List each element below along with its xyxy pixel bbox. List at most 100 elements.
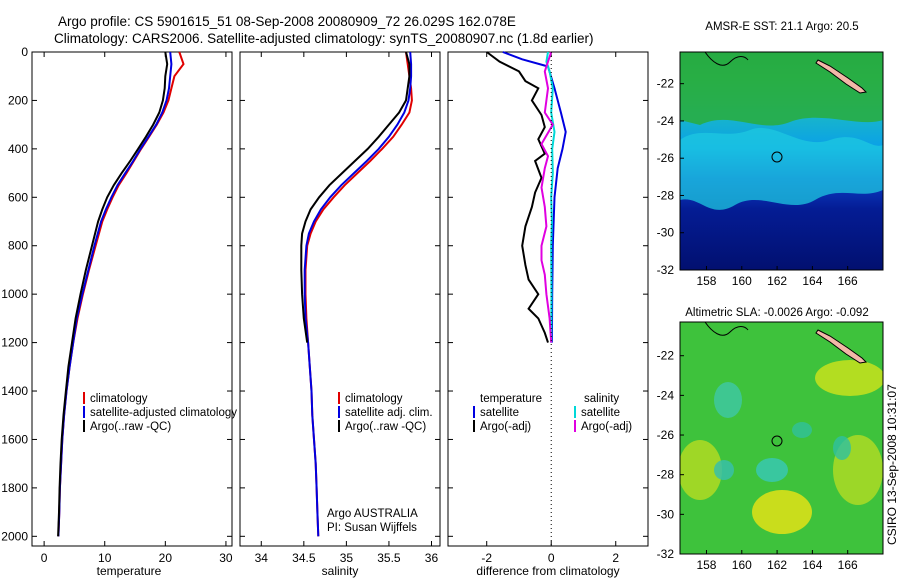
- temperature-plot: 0 10 20 30 0 200 400 600 800 1000 1200 1400 1600 1800…: [1, 45, 233, 565]
- x-tick-label: 2: [612, 551, 619, 565]
- x-tick-label: 10: [98, 551, 112, 565]
- temperature-panel: [31, 51, 233, 547]
- legend-label-climatology: climatology: [345, 393, 403, 405]
- sla-yellow-patch: [680, 440, 722, 500]
- x-tick-label: 36: [425, 551, 439, 565]
- sst-map: [680, 52, 883, 270]
- y-tick-label: 200: [8, 93, 28, 107]
- map-y-tick-label: -24: [657, 114, 675, 128]
- map-x-tick-label: 164: [802, 558, 822, 572]
- legend-label-sal-argo: Argo(-adj): [581, 421, 632, 433]
- sla-cyan-patch: [756, 458, 788, 482]
- x-tick-label: 0: [41, 551, 48, 565]
- map-y-tick-label: -30: [657, 507, 675, 521]
- y-tick-label: 800: [8, 239, 28, 253]
- legend-header-temperature: temperature: [480, 393, 542, 405]
- sla-map-title: Altimetric SLA: -0.0026 Argo: -0.092: [685, 307, 868, 319]
- map-y-tick-label: -28: [657, 468, 675, 482]
- x-tick-label: 34.5: [292, 551, 316, 565]
- sla-cyan-patch: [792, 422, 812, 438]
- sst-cyan-band: [680, 127, 883, 210]
- map-x-tick-label: 158: [696, 274, 716, 288]
- map-x-tick-label: 160: [732, 558, 752, 572]
- sst-map-axes: 158 160 162 164 166 -22 -24 -26 -28 -30 -32: [657, 77, 858, 288]
- series-line-satellite: [545, 51, 556, 343]
- new-caledonia-island: [815, 59, 868, 94]
- map-y-tick-label: -22: [657, 349, 675, 363]
- sla-argo-marker: [771, 435, 783, 447]
- y-tick-label: 1000: [1, 287, 28, 301]
- map-y-tick-label: -32: [657, 547, 675, 561]
- figure-title-line-1: Argo profile: CS 5901615_51 08-Sep-2008 …: [58, 14, 516, 29]
- x-tick-label: 0: [548, 551, 555, 565]
- legend-label-temp-satellite: satellite: [480, 407, 519, 419]
- series-line-argo-adj: [540, 51, 554, 343]
- sst-coast-line: [704, 52, 749, 66]
- series-line-argo-raw-qc: [57, 51, 169, 537]
- legend-label-satellite-adj: satellite adj. clim.: [345, 407, 433, 419]
- map-x-tick-label: 158: [696, 558, 716, 572]
- legend-header-salinity: salinity: [584, 393, 619, 405]
- y-tick-label: 600: [8, 190, 28, 204]
- legend-label-climatology: climatology: [90, 393, 148, 405]
- difference-axis-label: difference from climatology: [476, 564, 619, 578]
- credit-pi: PI: Susan Wijffels: [327, 522, 417, 534]
- sst-map-frame: [679, 51, 884, 271]
- salinity-plot: 34 34.5 35 35.5 36: [240, 51, 440, 565]
- figure-title-line-2: Climatology: CARS2006. Satellite-adjuste…: [54, 31, 594, 46]
- x-tick-label: 34: [255, 551, 269, 565]
- sla-yellow-patch: [815, 360, 883, 396]
- salinity-legend: climatology satellite adj. clim. Argo(..…: [338, 392, 433, 433]
- csiro-timestamp: CSIRO 13-Sep-2008 10:31:07: [885, 384, 899, 545]
- y-tick-label: 1400: [1, 384, 28, 398]
- legend-label-sal-satellite: satellite: [581, 407, 620, 419]
- y-tick-label: 0: [21, 45, 28, 59]
- sst-argo-marker: [771, 151, 783, 163]
- map-x-tick-label: 160: [732, 274, 752, 288]
- legend-label-temp-argo: Argo(-adj): [480, 421, 531, 433]
- series-line-argo-adj: [486, 51, 549, 343]
- legend-label-satellite-adjusted: satellite-adjusted climatology: [90, 407, 237, 419]
- map-y-tick-label: -28: [657, 188, 675, 202]
- x-tick-label: 30: [219, 551, 233, 565]
- map-y-tick-label: -24: [657, 388, 675, 402]
- series-line-argo-raw-qc: [300, 51, 411, 343]
- series-line-satellite: [502, 51, 567, 343]
- new-caledonia-island: [815, 329, 868, 364]
- sla-cyan-patch: [833, 436, 851, 460]
- x-tick-label: 20: [159, 551, 173, 565]
- y-tick-label: 400: [8, 142, 28, 156]
- map-y-tick-label: -22: [657, 77, 675, 91]
- x-tick-label: 35: [340, 551, 354, 565]
- series-line-satellite-adj-clim: [303, 51, 413, 537]
- map-x-tick-label: 162: [767, 274, 787, 288]
- sst-map-title: AMSR-E SST: 21.1 Argo: 20.5: [705, 21, 858, 33]
- difference-plot: -2 0 2: [448, 51, 648, 565]
- x-tick-label: -2: [481, 551, 492, 565]
- salinity-axis-label: salinity: [322, 564, 359, 578]
- map-y-tick-label: -26: [657, 428, 675, 442]
- y-tick-label: 1200: [1, 336, 28, 350]
- credit-argo-australia: Argo AUSTRALIA: [327, 508, 418, 520]
- difference-legend: temperature salinity satellite Argo(-adj…: [473, 393, 632, 433]
- sla-yellow-patch: [752, 490, 812, 534]
- temperature-legend: climatology satellite-adjusted climatolo…: [83, 392, 237, 433]
- y-tick-label: 1600: [1, 432, 28, 446]
- y-tick-label: 1800: [1, 481, 28, 495]
- sla-map-frame: [679, 321, 884, 555]
- map-y-tick-label: -26: [657, 151, 675, 165]
- sla-map: [680, 322, 883, 554]
- sla-cyan-patch: [714, 382, 742, 418]
- map-x-tick-label: 164: [802, 274, 822, 288]
- legend-label-argo: Argo(..raw -QC): [345, 421, 426, 433]
- y-tick-label: 2000: [1, 529, 28, 543]
- map-x-tick-label: 166: [838, 274, 858, 288]
- salinity-panel: [239, 51, 441, 547]
- temperature-axis-label: temperature: [97, 564, 162, 578]
- map-x-tick-label: 166: [838, 558, 858, 572]
- x-tick-label: 35.5: [377, 551, 401, 565]
- map-y-tick-label: -32: [657, 263, 675, 277]
- map-x-tick-label: 162: [767, 558, 787, 572]
- sla-coast-line: [704, 322, 749, 336]
